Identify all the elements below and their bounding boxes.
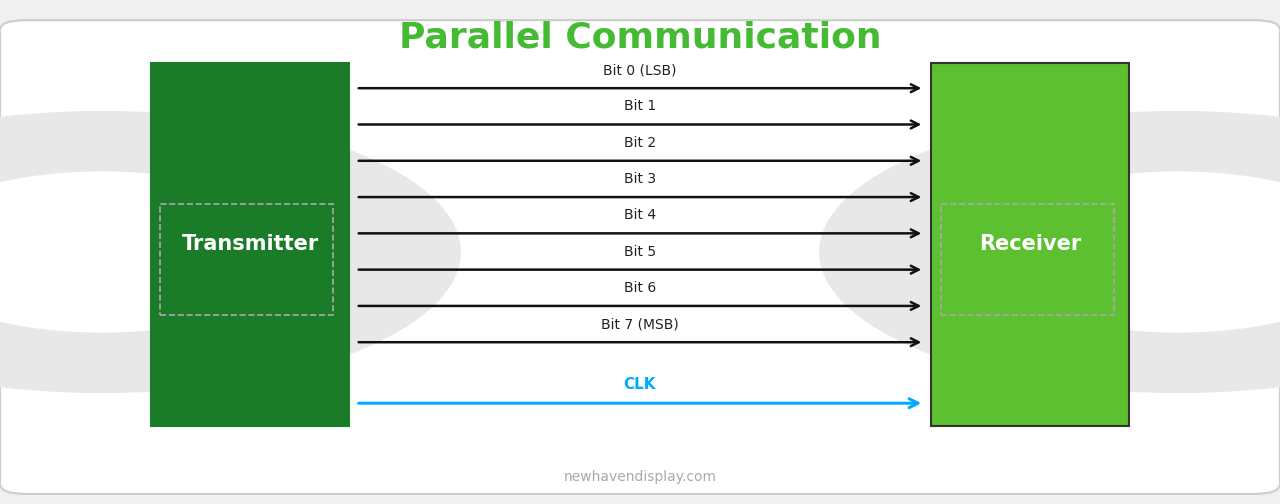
Text: Bit 7 (MSB): Bit 7 (MSB): [602, 317, 678, 331]
Text: Receiver: Receiver: [979, 234, 1080, 255]
Bar: [931, 63, 1129, 426]
Text: Bit 6: Bit 6: [623, 281, 657, 295]
Text: Bit 3: Bit 3: [623, 172, 657, 186]
Circle shape: [973, 171, 1280, 333]
Bar: [941, 204, 1114, 315]
Text: CLK: CLK: [623, 377, 657, 392]
Text: Bit 0 (LSB): Bit 0 (LSB): [603, 63, 677, 77]
Text: Bit 2: Bit 2: [623, 136, 657, 150]
Bar: [160, 204, 333, 315]
Text: Parallel Communication: Parallel Communication: [398, 20, 882, 54]
Circle shape: [0, 111, 461, 393]
Text: newhavendisplay.com: newhavendisplay.com: [563, 470, 717, 484]
Bar: [151, 63, 349, 426]
Text: Bit 5: Bit 5: [623, 244, 657, 259]
Circle shape: [819, 111, 1280, 393]
Text: Bit 1: Bit 1: [623, 99, 657, 113]
Text: Transmitter: Transmitter: [182, 234, 319, 255]
Circle shape: [0, 171, 307, 333]
FancyBboxPatch shape: [0, 20, 1280, 494]
Text: Bit 4: Bit 4: [623, 208, 657, 222]
